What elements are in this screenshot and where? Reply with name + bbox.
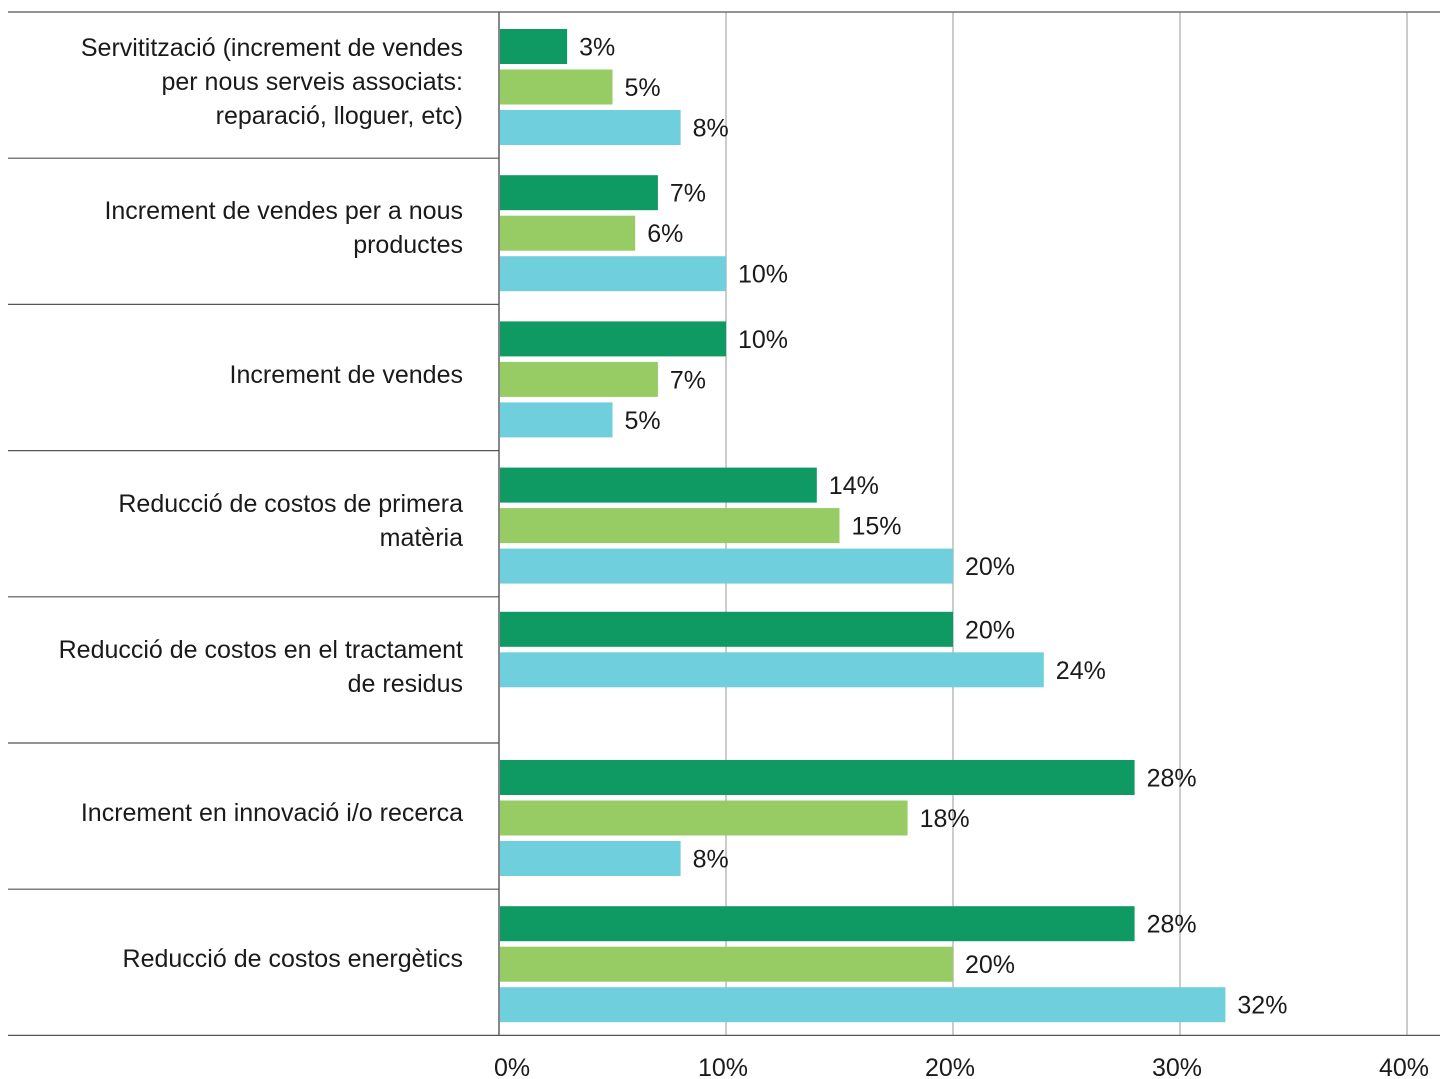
value-label: 20% <box>965 951 1015 979</box>
value-label: 20% <box>965 616 1015 644</box>
value-label: 14% <box>829 472 879 500</box>
bar <box>500 508 840 544</box>
category-label-line: reparació, lloguer, etc) <box>215 102 463 131</box>
value-label: 28% <box>1147 911 1197 939</box>
category-label: Servitització (increment de vendes per no… <box>8 31 463 133</box>
value-label: 15% <box>852 513 902 541</box>
bar <box>500 175 658 211</box>
gridlines <box>498 12 1408 1036</box>
bar <box>500 467 817 503</box>
value-label: 28% <box>1147 765 1197 793</box>
value-labels: 3% 5% 8% 7% 6% 10% 10% 7% 5% 14% 15% 20% 20% 24% 28% 18… <box>579 34 1287 1020</box>
category-separators <box>8 11 1440 1037</box>
x-tick-label: 30% <box>1152 1054 1202 1079</box>
x-axis-ticks: 0% 10% 20% 30% 40% <box>494 1054 1429 1079</box>
value-label: 5% <box>625 407 661 435</box>
value-label: 18% <box>920 805 970 833</box>
bar <box>500 69 613 105</box>
category-label: Increment de vendes <box>8 358 463 392</box>
category-label: Reducció de costos en el tractament de re… <box>8 633 463 701</box>
bar <box>500 841 681 876</box>
category-label: Reducció de costos energètics <box>8 942 463 976</box>
bar <box>500 906 1135 942</box>
category-label-line: Reducció de costos en el tractament <box>58 635 463 664</box>
category-label-line: de residus <box>347 669 463 698</box>
category-label-line: Reducció de costos de primera <box>118 489 463 518</box>
bar <box>500 611 953 647</box>
value-label: 5% <box>625 74 661 102</box>
category-label: Increment de vendes per a nous productes <box>8 194 463 262</box>
x-tick-label: 40% <box>1379 1054 1429 1079</box>
bar <box>500 215 636 251</box>
value-label: 24% <box>1056 657 1106 685</box>
bar <box>500 29 568 64</box>
value-label: 3% <box>579 34 615 62</box>
category-label-line: Increment de vendes <box>229 360 463 389</box>
value-label: 8% <box>693 846 729 874</box>
category-label: Increment en innovació i/o recerca <box>8 796 463 830</box>
category-label: Reducció de costos de primera matèria <box>8 487 463 555</box>
x-tick-label: 20% <box>925 1054 975 1079</box>
bar <box>500 987 1226 1023</box>
value-label: 6% <box>647 220 683 248</box>
bar <box>500 402 613 438</box>
category-label-line: Increment de vendes per a nous <box>104 197 463 226</box>
x-tick-label: 10% <box>698 1054 748 1079</box>
bar <box>500 110 681 145</box>
value-label: 7% <box>670 366 706 394</box>
category-label-line: per nous serveis associats: <box>161 68 463 97</box>
category-label-line: matèria <box>379 523 463 552</box>
value-label: 7% <box>670 180 706 208</box>
value-label: 10% <box>738 261 788 289</box>
bar <box>500 760 1135 795</box>
value-label: 8% <box>693 115 729 143</box>
bar <box>500 548 953 584</box>
value-label: 20% <box>965 553 1015 581</box>
value-label: 32% <box>1237 992 1287 1020</box>
category-label-line: Reducció de costos energètics <box>122 945 463 974</box>
bars <box>500 29 1226 1023</box>
category-label-line: productes <box>353 231 463 260</box>
bar <box>500 800 908 836</box>
bar <box>500 321 726 357</box>
bar <box>500 256 726 292</box>
bar <box>500 361 658 397</box>
bar <box>500 946 953 982</box>
category-label-line: Servitització (increment de vendes <box>80 34 463 63</box>
category-label-line: Increment en innovació i/o recerca <box>80 799 463 828</box>
x-tick-label: 0% <box>494 1054 530 1079</box>
bar <box>500 652 1044 688</box>
value-label: 10% <box>738 326 788 354</box>
